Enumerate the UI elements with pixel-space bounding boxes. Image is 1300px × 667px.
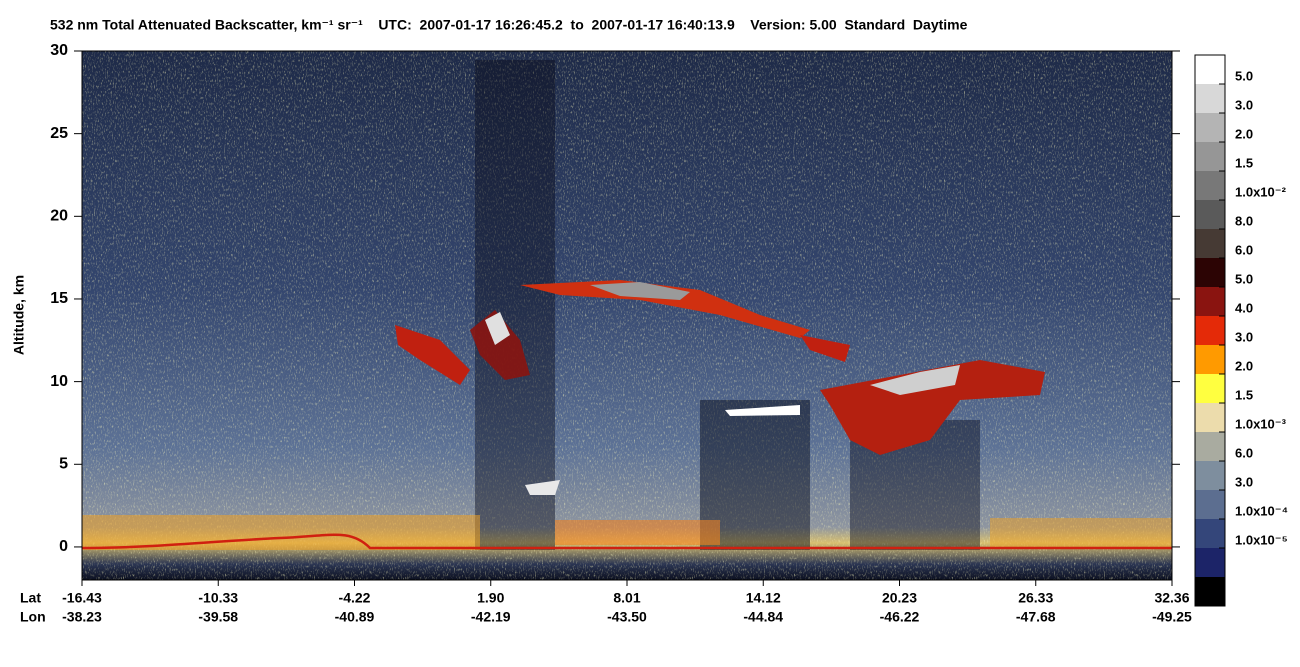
colorbar-swatch (1195, 113, 1225, 142)
colorbar-label: 4.0 (1235, 300, 1253, 315)
y-tick-label: 0 (59, 538, 68, 555)
colorbar-swatch (1195, 490, 1225, 519)
backscatter-image (82, 51, 1172, 580)
colorbar-label: 6.0 (1235, 242, 1253, 257)
colorbar-swatch (1195, 171, 1225, 200)
colorbar-label: 1.0x10⁻³ (1235, 416, 1287, 431)
lat-label: 14.12 (746, 590, 781, 606)
y-axis-label: Altitude, km (11, 275, 27, 355)
lon-label: -44.84 (743, 609, 783, 625)
colorbar-swatch (1195, 142, 1225, 171)
y-tick-label: 10 (50, 373, 68, 390)
colorbar-label: 3.0 (1235, 97, 1253, 112)
colorbar-label: 6.0 (1235, 445, 1253, 460)
colorbar-label: 5.0 (1235, 68, 1253, 83)
colorbar-swatch (1195, 316, 1225, 345)
lon-label: -38.23 (62, 609, 102, 625)
lon-label: -43.50 (607, 609, 647, 625)
colorbar-swatch (1195, 519, 1225, 548)
chart-title: 532 nm Total Attenuated Backscatter, km⁻… (50, 17, 968, 33)
colorbar-label: 2.0 (1235, 358, 1253, 373)
colorbar-swatch (1195, 461, 1225, 490)
colorbar-label: 1.0x10⁻⁴ (1235, 503, 1288, 518)
lat-label: 1.90 (477, 590, 504, 606)
lat-label: 32.36 (1154, 590, 1189, 606)
lon-label: -46.22 (880, 609, 920, 625)
colorbar-swatch (1195, 345, 1225, 374)
y-tick-label: 5 (59, 456, 68, 473)
colorbar-label: 2.0 (1235, 126, 1253, 141)
lon-label: -39.58 (198, 609, 238, 625)
colorbar-swatch (1195, 577, 1225, 606)
colorbar-label: 1.0x10⁻⁵ (1235, 532, 1288, 547)
colorbar-swatch (1195, 55, 1225, 84)
x-row-label: Lon (20, 609, 46, 625)
colorbar-label: 3.0 (1235, 474, 1253, 489)
colorbar-label: 3.0 (1235, 329, 1253, 344)
colorbar-swatch (1195, 374, 1225, 403)
lon-label: -42.19 (471, 609, 511, 625)
colorbar-label: 1.5 (1235, 155, 1253, 170)
lon-label: -49.25 (1152, 609, 1192, 625)
lat-label: -16.43 (62, 590, 102, 606)
lon-label: -40.89 (335, 609, 375, 625)
colorbar-swatch (1195, 403, 1225, 432)
colorbar-swatch (1195, 432, 1225, 461)
colorbar-swatch (1195, 287, 1225, 316)
colorbar-swatch (1195, 548, 1225, 577)
colorbar-swatch (1195, 84, 1225, 113)
colorbar-label: 1.0x10⁻² (1235, 184, 1287, 199)
colorbar-swatch (1195, 200, 1225, 229)
colorbar-swatch (1195, 258, 1225, 287)
lat-label: 26.33 (1018, 590, 1053, 606)
colorbar-label: 5.0 (1235, 271, 1253, 286)
x-row-label: Lat (20, 590, 41, 606)
colorbar-frame (1194, 54, 1226, 607)
lon-label: -47.68 (1016, 609, 1056, 625)
y-tick-label: 25 (50, 125, 68, 142)
colorbar-swatch (1195, 229, 1225, 258)
colorbar-label: 8.0 (1235, 213, 1253, 228)
lat-label: -10.33 (198, 590, 238, 606)
y-tick-label: 20 (50, 208, 68, 225)
lat-label: -4.22 (339, 590, 371, 606)
lat-label: 8.01 (613, 590, 640, 606)
y-tick-label: 15 (50, 290, 68, 307)
y-tick-label: 30 (50, 42, 68, 59)
colorbar-label: 1.5 (1235, 387, 1253, 402)
lat-label: 20.23 (882, 590, 917, 606)
